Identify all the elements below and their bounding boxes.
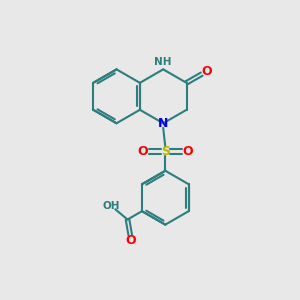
- Text: O: O: [182, 145, 193, 158]
- Text: O: O: [126, 234, 136, 247]
- Text: S: S: [161, 145, 170, 158]
- Text: O: O: [201, 65, 212, 78]
- Text: N: N: [158, 117, 168, 130]
- Text: NH: NH: [154, 57, 172, 67]
- Text: OH: OH: [102, 201, 120, 211]
- Text: O: O: [138, 145, 148, 158]
